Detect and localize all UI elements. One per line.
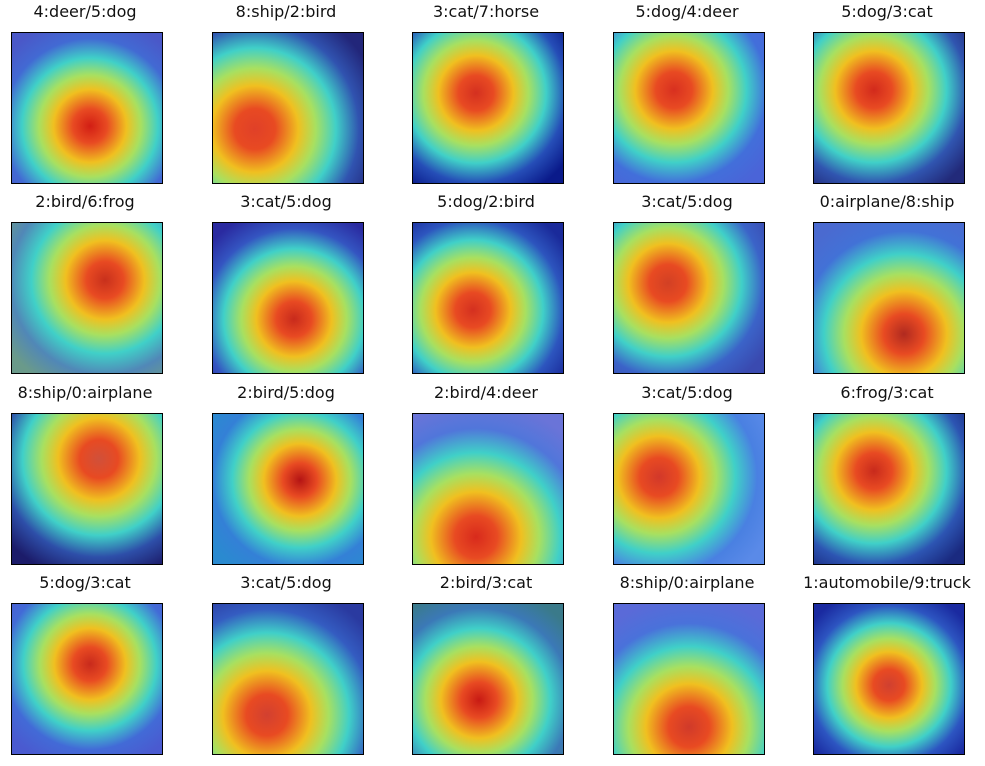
heatmap-image	[11, 413, 163, 565]
heatmap-image	[412, 32, 564, 184]
panel: 2:bird/4:deer	[401, 381, 571, 571]
activation-overlay	[12, 33, 162, 183]
panel-title: 5:dog/3:cat	[841, 2, 933, 21]
heatmap-image	[613, 413, 765, 565]
panel-title: 0:airplane/8:ship	[819, 192, 955, 211]
activation-overlay	[814, 223, 964, 373]
activation-overlay	[213, 414, 363, 564]
panel-title: 2:bird/3:cat	[439, 573, 533, 592]
heatmap-image	[412, 603, 564, 755]
activation-overlay	[413, 604, 563, 754]
heatmap-image	[11, 222, 163, 374]
panel: 2:bird/6:frog	[0, 190, 170, 380]
panel: 5:dog/3:cat	[802, 0, 972, 190]
activation-overlay	[413, 223, 563, 373]
panel: 5:dog/3:cat	[0, 571, 170, 761]
activation-overlay	[413, 33, 563, 183]
heatmap-image	[613, 603, 765, 755]
panel-title: 2:bird/4:deer	[433, 383, 538, 402]
heatmap-image	[212, 603, 364, 755]
heatmap-image	[813, 603, 965, 755]
panel-title: 5:dog/2:bird	[437, 192, 535, 211]
activation-overlay	[213, 33, 363, 183]
panel-title: 3:cat/7:horse	[432, 2, 540, 21]
heatmap-image	[813, 32, 965, 184]
activation-overlay	[413, 414, 563, 564]
activation-overlay	[614, 604, 764, 754]
panel: 1:automobile/9:truck	[802, 571, 972, 761]
heatmap-image	[212, 222, 364, 374]
panel-title: 5:dog/3:cat	[39, 573, 131, 592]
activation-overlay	[814, 604, 964, 754]
panel: 3:cat/5:dog	[201, 190, 371, 380]
activation-overlay	[12, 604, 162, 754]
panel-title: 5:dog/4:deer	[635, 2, 739, 21]
activation-overlay	[213, 604, 363, 754]
panel-title: 8:ship/2:bird	[235, 2, 337, 21]
heatmap-image	[212, 32, 364, 184]
panel-title: 8:ship/0:airplane	[619, 573, 755, 592]
panel-title: 3:cat/5:dog	[240, 192, 332, 211]
heatmap-image	[11, 603, 163, 755]
panel: 5:dog/4:deer	[602, 0, 772, 190]
activation-overlay	[614, 414, 764, 564]
panel-title: 4:deer/5:dog	[33, 2, 137, 21]
panel: 2:bird/3:cat	[401, 571, 571, 761]
activation-overlay	[12, 414, 162, 564]
activation-overlay	[614, 33, 764, 183]
panel-title: 3:cat/5:dog	[641, 383, 733, 402]
panel: 4:deer/5:dog	[0, 0, 170, 190]
panel: 0:airplane/8:ship	[802, 190, 972, 380]
panel-title: 6:frog/3:cat	[840, 383, 934, 402]
heatmap-image	[813, 413, 965, 565]
heatmap-image	[412, 413, 564, 565]
panel: 3:cat/5:dog	[201, 571, 371, 761]
panel: 3:cat/5:dog	[602, 381, 772, 571]
heatmap-image	[813, 222, 965, 374]
panel-title: 1:automobile/9:truck	[803, 573, 971, 592]
heatmap-image	[412, 222, 564, 374]
heatmap-image	[613, 32, 765, 184]
panel: 8:ship/0:airplane	[602, 571, 772, 761]
panel: 5:dog/2:bird	[401, 190, 571, 380]
panel: 8:ship/2:bird	[201, 0, 371, 190]
panel: 3:cat/7:horse	[401, 0, 571, 190]
heatmap-image	[212, 413, 364, 565]
panel-title: 2:bird/6:frog	[35, 192, 135, 211]
heatmap-image	[613, 222, 765, 374]
panel: 2:bird/5:dog	[201, 381, 371, 571]
panel-title: 8:ship/0:airplane	[17, 383, 153, 402]
panel-title: 3:cat/5:dog	[240, 573, 332, 592]
activation-overlay	[12, 223, 162, 373]
panel: 8:ship/0:airplane	[0, 381, 170, 571]
panel-title: 3:cat/5:dog	[641, 192, 733, 211]
panel: 6:frog/3:cat	[802, 381, 972, 571]
activation-overlay	[814, 33, 964, 183]
panel: 3:cat/5:dog	[602, 190, 772, 380]
heatmap-image	[11, 32, 163, 184]
activation-overlay	[814, 414, 964, 564]
activation-overlay	[213, 223, 363, 373]
panel-title: 2:bird/5:dog	[237, 383, 335, 402]
activation-overlay	[614, 223, 764, 373]
